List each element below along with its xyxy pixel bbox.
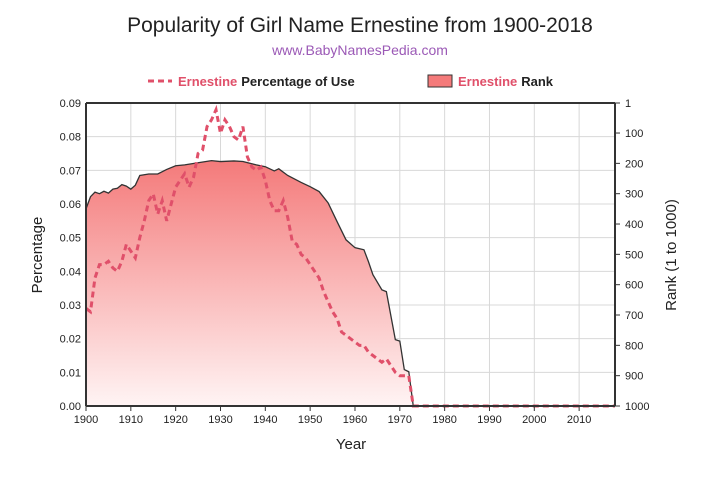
x-tick-label: 1940 (253, 414, 277, 426)
x-tick-label: 1960 (343, 414, 367, 426)
rank-line (85, 159, 615, 407)
legend-series-name: Ernestine (458, 74, 517, 89)
x-tick-label: 1980 (432, 414, 456, 426)
y2-tick-label: 700 (625, 310, 643, 322)
y-tick-label: 0.09 (60, 98, 81, 110)
legend-series-suffix: Percentage of Use (241, 74, 354, 89)
y2-tick-label: 1 (625, 98, 631, 110)
legend-series-suffix: Rank (521, 74, 554, 89)
x-tick-label: 1910 (119, 414, 143, 426)
legend: Ernestine Percentage of Use Ernestine Rank (148, 74, 554, 89)
y2-tick-label: 800 (625, 340, 643, 352)
y2-tick-label: 1000 (625, 401, 649, 413)
x-tick-label: 1920 (163, 414, 187, 426)
y2-tick-label: 400 (625, 219, 643, 231)
y-tick-label: 0.01 (60, 367, 81, 379)
y-tick-label: 0.06 (60, 199, 81, 211)
y-tick-label: 0.03 (60, 300, 81, 312)
y2-tick-label: 100 (625, 128, 643, 140)
y2-tick-label: 300 (625, 189, 643, 201)
x-tick-label: 1900 (74, 414, 98, 426)
y-tick-label: 0.08 (60, 132, 81, 144)
y-tick-label: 0.07 (60, 165, 81, 177)
y-tick-label: 0.04 (60, 266, 81, 278)
x-tick-label: 2010 (567, 414, 591, 426)
legend-area-swatch (427, 74, 453, 88)
y2-tick-label: 900 (625, 371, 643, 383)
x-tick-label: 1970 (388, 414, 412, 426)
x-tick-label: 1950 (298, 414, 322, 426)
x-tick-label: 2000 (522, 414, 546, 426)
y-tick-label: 0.05 (60, 233, 81, 245)
y-axis-label: Percentage (29, 217, 46, 294)
percentage-line (85, 104, 615, 408)
x-axis-label: Year (336, 436, 366, 453)
chart-subtitle: www.BabyNamesPedia.com (272, 42, 448, 58)
x-tick-label: 1930 (208, 414, 232, 426)
x-tick-label: 1990 (477, 414, 501, 426)
y-tick-label: 0.00 (60, 401, 81, 413)
rank-area (86, 160, 615, 406)
y-tick-label: 0.02 (60, 334, 81, 346)
y2-axis-label: Rank (1 to 1000) (663, 199, 680, 311)
y2-tick-label: 500 (625, 249, 643, 261)
chart-title: Popularity of Girl Name Ernestine from 1… (127, 14, 593, 37)
legend-series-name: Ernestine (178, 74, 237, 89)
y2-tick-label: 600 (625, 280, 643, 292)
y2-tick-label: 200 (625, 158, 643, 170)
